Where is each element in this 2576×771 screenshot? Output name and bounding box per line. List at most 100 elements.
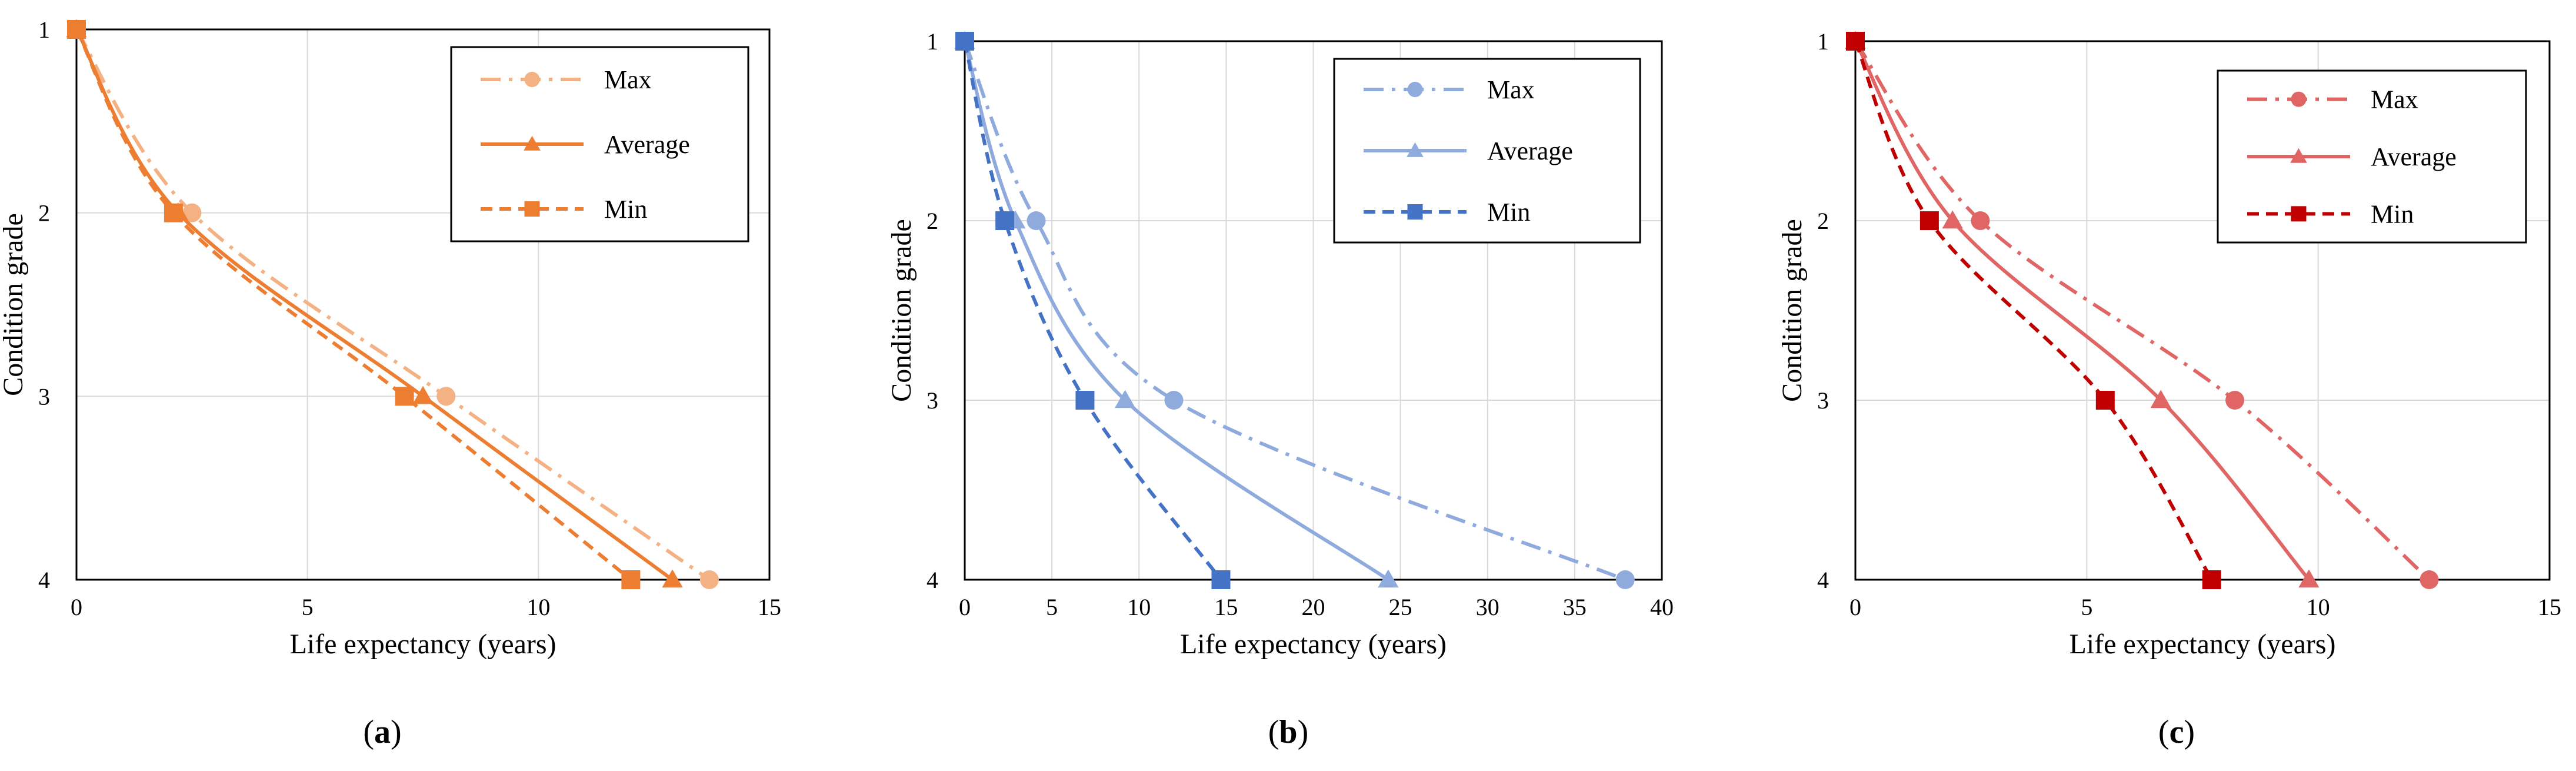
data-point-min <box>1211 570 1231 589</box>
series-line-average <box>1854 40 2311 581</box>
data-point-average <box>1378 569 1399 588</box>
panel-caption-letter: a <box>374 714 391 750</box>
data-point-min <box>621 570 641 589</box>
x-axis-title: Life expectancy (years) <box>2069 629 2335 660</box>
legend-marker-average <box>2290 148 2307 163</box>
data-point-max <box>1615 570 1635 589</box>
panel-caption: (c) <box>2158 714 2195 750</box>
series-line-min <box>75 28 632 581</box>
legend-label-average: Average <box>2371 142 2457 171</box>
panel-caption: (a) <box>363 714 401 750</box>
y-tick-label: 2 <box>927 208 938 234</box>
data-point-min <box>2202 570 2221 589</box>
x-tick-label: 20 <box>1302 594 1325 620</box>
x-axis-title: Life expectancy (years) <box>1180 629 1447 660</box>
x-tick-label: 10 <box>2307 594 2330 620</box>
data-point-min <box>995 211 1015 230</box>
x-tick-label: 25 <box>1389 594 1412 620</box>
legend-label-max: Max <box>1487 75 1535 104</box>
x-tick-label: 15 <box>1214 594 1238 620</box>
data-point-min <box>67 20 86 39</box>
plot-frame <box>964 40 1663 581</box>
legend-marker-max <box>1407 82 1423 97</box>
x-tick-label: 10 <box>526 594 550 620</box>
data-point-max <box>1027 211 1046 230</box>
x-tick-label: 35 <box>1563 594 1587 620</box>
data-point-min <box>1075 391 1095 410</box>
legend-marker-average <box>524 135 541 151</box>
legend: Max Average Min <box>2217 69 2527 244</box>
x-tick-label: 5 <box>1046 594 1058 620</box>
data-point-max <box>2225 391 2245 410</box>
x-tick-label: 15 <box>758 594 781 620</box>
y-tick-label: 1 <box>1817 28 1829 55</box>
data-point-average <box>1114 390 1136 408</box>
y-tick-label: 1 <box>927 28 938 55</box>
data-point-max <box>182 203 202 222</box>
legend-marker-max <box>524 72 540 87</box>
y-tick-label: 1 <box>38 16 50 43</box>
legend-label-max: Max <box>604 65 652 94</box>
series-line-average <box>963 41 1389 581</box>
legend: Max Average Min <box>450 46 749 242</box>
x-tick-label: 30 <box>1476 594 1499 620</box>
y-tick-label: 3 <box>38 383 50 410</box>
legend-marker-average <box>1407 142 1424 157</box>
legend-marker-max <box>2291 91 2307 107</box>
y-tick-label: 4 <box>1817 567 1829 593</box>
y-tick-label: 3 <box>927 387 938 414</box>
chart-panel-a: 0 5 10 15 1 2 3 4 Life expectancy (years) Conditi… <box>0 16 781 750</box>
legend-marker-min <box>1407 204 1423 220</box>
y-tick-label: 4 <box>927 567 938 593</box>
data-point-max <box>1971 211 1990 230</box>
y-tick-label: 3 <box>1817 387 1829 414</box>
y-axis-title: Condition grade <box>1777 219 1808 402</box>
legend-marker-min <box>2291 206 2307 222</box>
legend: Max Average Min <box>1333 58 1641 244</box>
x-axis-title: Life expectancy (years) <box>289 629 556 660</box>
data-point-max <box>436 387 456 406</box>
data-point-average <box>2298 569 2320 588</box>
y-axis-title: Condition grade <box>0 213 29 396</box>
panel-caption: (b) <box>1268 714 1308 750</box>
data-point-max <box>1164 391 1184 410</box>
data-point-min <box>1846 32 1865 51</box>
x-tick-label: 0 <box>71 594 82 620</box>
x-tick-label: 15 <box>2538 594 2561 620</box>
data-point-min <box>164 203 183 222</box>
data-point-max <box>699 570 719 589</box>
series-line-max <box>963 40 1626 581</box>
data-point-min <box>395 387 414 406</box>
x-tick-label: 0 <box>959 594 971 620</box>
data-point-average <box>662 569 683 588</box>
legend-label-min: Min <box>604 195 647 224</box>
x-tick-label: 0 <box>1849 594 1861 620</box>
chart-panel-c: 0 5 10 15 1 2 3 4 Life expectancy (years) Conditi… <box>1777 28 2561 750</box>
x-tick-label: 10 <box>1127 594 1151 620</box>
panel-caption-letter: c <box>2170 714 2184 750</box>
y-tick-label: 2 <box>38 200 50 227</box>
legend-label-average: Average <box>1487 137 1573 165</box>
legend-marker-min <box>524 201 540 217</box>
x-tick-label: 5 <box>2081 594 2092 620</box>
data-point-min <box>2095 391 2115 410</box>
y-axis-title: Condition grade <box>886 219 917 402</box>
legend-label-max: Max <box>2371 85 2418 114</box>
data-point-average <box>412 386 434 404</box>
x-tick-label: 5 <box>302 594 314 620</box>
legend-label-average: Average <box>604 130 690 159</box>
data-point-average <box>1942 210 1963 229</box>
data-point-max <box>2420 570 2439 589</box>
chart-panel-b: 0 5 10 15 20 25 30 35 40 1 2 3 4 Life expectancy (yea… <box>886 28 1674 750</box>
legend-label-min: Min <box>1487 198 1530 227</box>
x-tick-label: 40 <box>1650 594 1674 620</box>
series-line-min <box>1854 40 2214 581</box>
panel-caption-letter: b <box>1279 714 1297 750</box>
data-point-min <box>955 32 974 51</box>
data-point-average <box>2150 390 2171 408</box>
series-line-min <box>963 41 1222 581</box>
legend-label-min: Min <box>2371 200 2414 228</box>
data-point-min <box>1919 211 1939 230</box>
series-line-max <box>1854 40 2431 581</box>
